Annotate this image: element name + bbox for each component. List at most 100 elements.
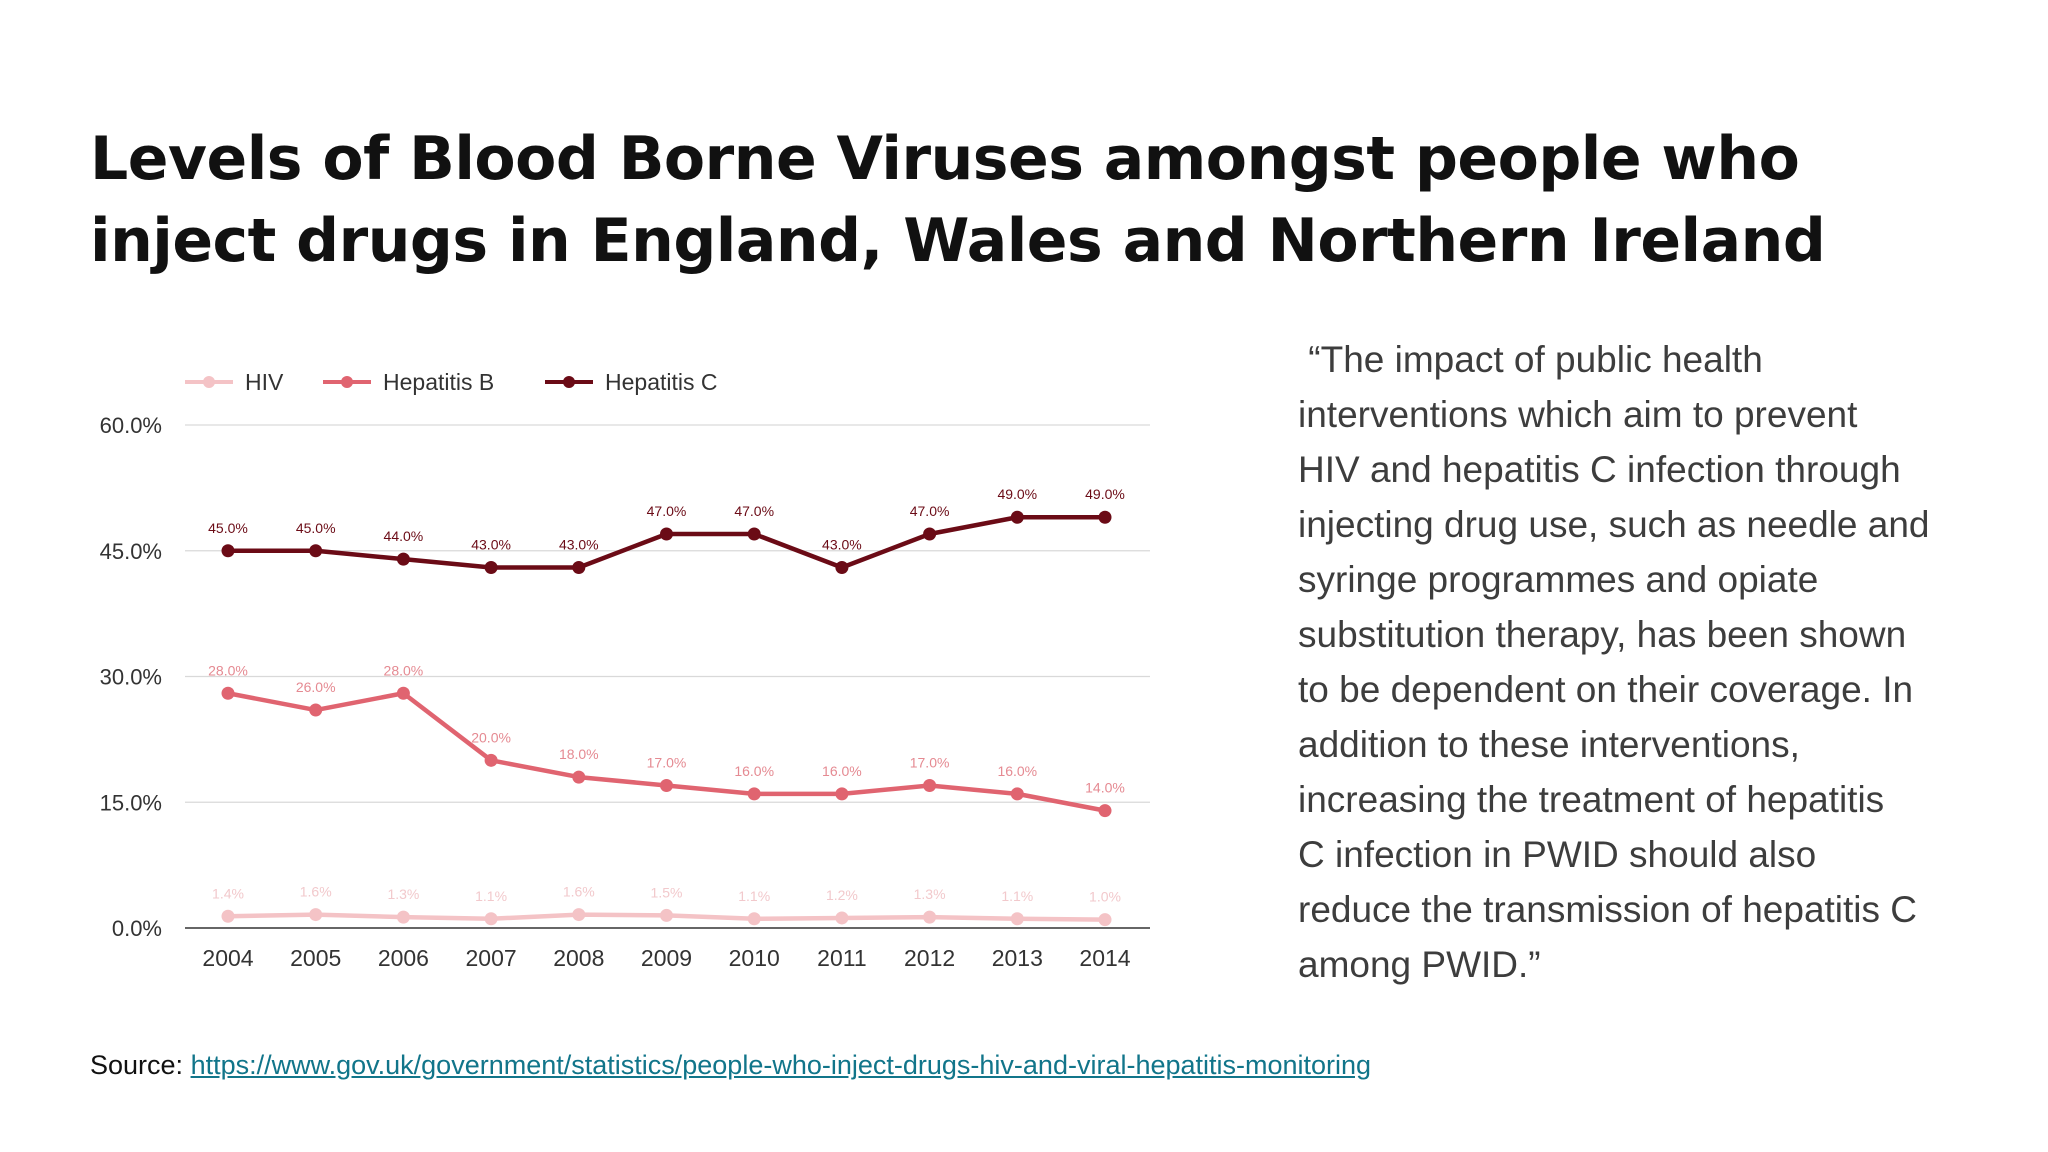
series-line	[228, 514, 1105, 570]
x-tick-label: 2007	[466, 945, 517, 971]
x-tick-label: 2011	[817, 945, 866, 971]
x-tick-label: 2004	[202, 945, 253, 971]
series-hiv: 1.4% 1.6% 1.3% 1.1% 1.6% 1.5% 1.1% 1.2% 1.3% 1.1%…	[212, 884, 1121, 927]
data-label: 26.0%	[296, 679, 336, 695]
data-point	[396, 686, 410, 700]
y-tick-label: 15.0%	[100, 790, 162, 815]
x-tick-label: 2012	[904, 945, 955, 971]
data-point	[747, 912, 761, 926]
data-point	[221, 544, 235, 558]
data-point	[1010, 787, 1024, 801]
legend-swatch-marker	[341, 376, 353, 388]
x-tick-label: 2013	[992, 945, 1043, 971]
x-tick-label: 2009	[641, 945, 692, 971]
data-point	[1098, 510, 1112, 524]
data-label: 1.3%	[914, 886, 946, 902]
data-label: 16.0%	[822, 763, 862, 779]
data-label: 45.0%	[296, 520, 336, 536]
x-tick-label: 2005	[290, 945, 341, 971]
data-label: 17.0%	[910, 754, 950, 770]
y-tick-label: 0.0%	[112, 916, 162, 941]
data-point	[1098, 804, 1112, 818]
data-label: 47.0%	[910, 503, 950, 519]
data-point	[747, 527, 761, 541]
data-point	[572, 561, 586, 575]
data-point	[660, 908, 673, 922]
data-label: 1.1%	[475, 888, 507, 904]
data-point	[923, 910, 937, 924]
data-label: 17.0%	[647, 754, 687, 770]
data-label: 20.0%	[471, 729, 511, 745]
slide-title: Levels of Blood Borne Viruses amongst pe…	[90, 118, 1990, 282]
data-point	[484, 561, 498, 575]
legend-label: Hepatitis B	[383, 369, 494, 395]
x-tick-label: 2010	[729, 945, 780, 971]
data-label: 14.0%	[1085, 780, 1125, 796]
data-label: 1.1%	[738, 888, 770, 904]
data-point	[747, 787, 761, 801]
data-point	[484, 753, 498, 767]
quote-text: “The impact of public health interventio…	[1298, 339, 1930, 985]
title-line-2: inject drugs in England, Wales and North…	[90, 206, 1826, 276]
data-label: 43.0%	[471, 537, 511, 553]
data-point	[309, 544, 323, 558]
y-tick-label: 45.0%	[100, 539, 162, 564]
data-point	[923, 527, 937, 541]
data-point	[835, 911, 849, 925]
data-point	[221, 686, 235, 700]
chart-gridlines	[185, 424, 1150, 929]
legend-swatch-marker	[203, 376, 215, 388]
data-label: 43.0%	[559, 537, 599, 553]
legend-swatch-marker	[563, 376, 575, 388]
data-label: 1.1%	[1001, 888, 1033, 904]
y-tick-label: 60.0%	[100, 413, 162, 438]
data-label: 44.0%	[384, 528, 424, 544]
source-link[interactable]: https://www.gov.uk/government/statistics…	[190, 1050, 1372, 1080]
y-axis: 0.0% 15.0% 30.0% 45.0% 60.0%	[100, 413, 162, 941]
data-point	[660, 778, 673, 792]
chart-legend: HIV Hepatitis B Hepatitis C	[185, 369, 717, 395]
data-label: 49.0%	[1085, 486, 1125, 502]
data-label: 49.0%	[997, 486, 1037, 502]
data-label: 47.0%	[734, 503, 774, 519]
source-label: Source:	[90, 1050, 191, 1080]
data-point	[221, 909, 235, 923]
data-label: 16.0%	[997, 763, 1037, 779]
source-line: Source: https://www.gov.uk/government/st…	[90, 1050, 1371, 1081]
data-label: 16.0%	[734, 763, 774, 779]
data-label: 18.0%	[559, 746, 599, 762]
data-label: 1.6%	[563, 884, 595, 900]
data-label: 47.0%	[647, 503, 687, 519]
data-label: 28.0%	[208, 662, 248, 678]
data-label: 1.5%	[651, 884, 683, 900]
data-label: 1.0%	[1089, 889, 1121, 905]
data-point	[396, 910, 410, 924]
data-point	[923, 778, 937, 792]
x-tick-label: 2014	[1079, 945, 1130, 971]
line-chart: 0.0%15.0%30.0%45.0%60.0% 2004 2005 2006 200…	[100, 369, 1150, 971]
x-tick-label: 2008	[553, 945, 604, 971]
data-point	[572, 908, 586, 922]
data-label: 1.6%	[300, 884, 332, 900]
data-point	[396, 552, 410, 566]
data-label: 28.0%	[384, 662, 424, 678]
x-axis: 2004 2005 2006 2007 2008 2009 2010 2011 2012 2013…	[202, 945, 1130, 971]
series-hepatitis-c: 45.0% 45.0% 44.0% 43.0% 43.0% 47.0% 47.0% 43.0%…	[208, 486, 1125, 575]
y-tick-label: 30.0%	[100, 665, 162, 690]
plot-area: 1.4% 1.6% 1.3% 1.1% 1.6% 1.5% 1.1% 1.2% 1.3% 1.1%…	[208, 486, 1125, 927]
series-hepatitis-b: 28.0% 26.0% 28.0% 20.0% 18.0% 17.0% 16.0% 16.0%…	[208, 662, 1125, 818]
data-point	[1098, 913, 1112, 927]
data-point	[1010, 510, 1024, 524]
data-label: 1.2%	[826, 887, 858, 903]
data-point	[1010, 912, 1024, 926]
data-point	[835, 787, 849, 801]
x-tick-label: 2006	[378, 945, 429, 971]
data-point	[835, 561, 849, 575]
data-label: 45.0%	[208, 520, 248, 536]
data-label: 43.0%	[822, 537, 862, 553]
series-line	[227, 691, 1106, 813]
data-label: 1.4%	[212, 885, 244, 901]
data-point	[309, 908, 323, 922]
legend-label: HIV	[245, 369, 284, 395]
title-line-1: Levels of Blood Borne Viruses amongst pe…	[90, 124, 1800, 194]
